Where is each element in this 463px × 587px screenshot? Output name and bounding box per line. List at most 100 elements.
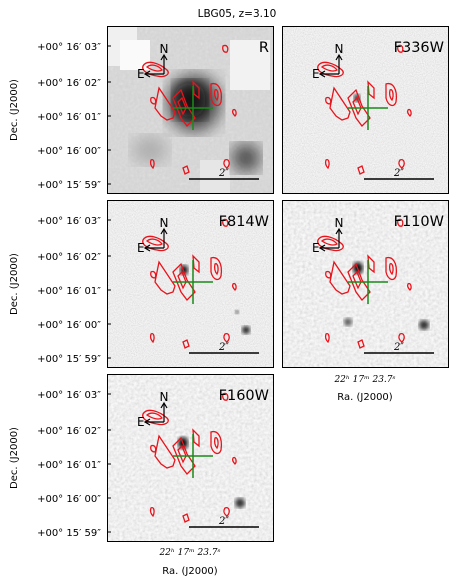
crosshair-f336w: [348, 86, 388, 130]
contour-line: [398, 332, 405, 343]
contour-line: [222, 218, 229, 227]
contour-line: [231, 456, 237, 465]
crosshair-r: [173, 86, 213, 130]
dec-tick-label: +00° 16′ 03″: [37, 42, 101, 53]
east-arrowhead: [143, 244, 151, 252]
band-label-f160w: F160W: [219, 388, 269, 404]
contour-line: [213, 263, 219, 276]
contour-line: [385, 256, 398, 281]
contours-f336w: [317, 44, 412, 175]
contour-line: [149, 332, 155, 344]
contour-line: [222, 44, 229, 53]
contour-line: [150, 444, 157, 453]
contour-line: [231, 108, 237, 117]
contour-line: [406, 282, 412, 291]
contour-line: [150, 270, 157, 279]
north-label: N: [335, 42, 344, 56]
north-label: N: [335, 216, 344, 230]
ra-axis-label-f110w: Ra. (J2000): [337, 392, 393, 403]
north-arrowhead: [160, 227, 168, 235]
panel-f336w-overlay: N E F336W 2″: [312, 40, 444, 180]
contour-line: [324, 332, 330, 344]
contour-line: [385, 82, 398, 107]
east-label: E: [137, 67, 145, 81]
east-label: E: [137, 415, 145, 429]
dec-tick-label: +00° 16′ 00″: [37, 146, 101, 157]
contours-f110w: [317, 218, 412, 349]
contour-line: [388, 263, 394, 276]
contour-line: [210, 430, 223, 455]
dec-tick-label: +00° 16′ 01″: [37, 286, 101, 297]
contour-line: [320, 64, 338, 72]
contour-line: [213, 437, 219, 450]
crosshair-f110w: [348, 260, 388, 304]
dec-tick-label: +00° 16′ 02″: [37, 252, 101, 263]
scale-bar-f336w: 2″: [364, 168, 434, 180]
crosshair-f160w: [173, 434, 213, 478]
scale-bar-label: 2″: [218, 168, 229, 179]
figure-title: LBG05, z=3.10: [198, 8, 277, 20]
contour-line: [172, 262, 196, 301]
panel-f110w-overlay: N E F110W 2″: [312, 214, 444, 354]
dec-tick-label: +00° 16′ 03″: [37, 216, 101, 227]
contour-line: [320, 238, 338, 246]
dec-axis-label: Dec. (J2000): [9, 253, 20, 315]
panel-f160w-overlay: N E F160W 2″: [137, 388, 269, 528]
compass-f814w: [143, 227, 168, 252]
contour-line: [149, 158, 155, 170]
band-label-f814w: F814W: [219, 214, 269, 230]
panel-f110w-frame: [282, 200, 449, 368]
contour-line: [406, 108, 412, 117]
contour-line: [325, 96, 332, 105]
dec-tick-label: +00° 15′ 59″: [37, 354, 101, 365]
scale-bar-f110w: 2″: [364, 342, 434, 354]
scale-bar-f160w: 2″: [189, 516, 259, 528]
north-arrowhead: [335, 227, 343, 235]
compass-r: [143, 53, 168, 78]
contour-line: [150, 96, 157, 105]
contour-line: [182, 339, 190, 349]
contour-line: [357, 165, 365, 175]
north-arrowhead: [335, 53, 343, 61]
dec-tick-label: +00° 15′ 59″: [37, 180, 101, 191]
contour-line: [145, 238, 163, 246]
panel-r-overlay: N E R 2″: [137, 40, 269, 180]
dec-tick-label: +00° 16′ 01″: [37, 112, 101, 123]
scale-bar-label: 2″: [393, 168, 404, 179]
east-arrowhead: [318, 244, 326, 252]
contour-line: [388, 89, 394, 102]
dec-tick-label: +00° 16′ 03″: [37, 390, 101, 401]
east-arrowhead: [143, 70, 151, 78]
dec-axis-row-3: +00° 16′ 03″ +00° 16′ 02″ +00° 16′ 01″ +00°…: [9, 390, 111, 539]
compass-f336w: [318, 53, 343, 78]
compass-f160w: [143, 401, 168, 426]
contour-line: [172, 436, 196, 475]
band-label-r: R: [259, 40, 269, 56]
contour-line: [145, 64, 163, 72]
dec-tick-label: +00° 16′ 00″: [37, 494, 101, 505]
dec-axis-row-1: +00° 16′ 03″ +00° 16′ 02″ +00° 16′ 01″ +00°…: [9, 42, 111, 191]
contour-line: [357, 339, 365, 349]
contour-line: [172, 88, 196, 127]
contour-line: [397, 218, 404, 227]
crosshair-f814w: [173, 260, 213, 304]
ra-tick-label-f160w: 22ʰ 17ᵐ 23.7ˢ: [158, 548, 220, 558]
contour-line: [223, 332, 230, 343]
scale-bar-label: 2″: [218, 516, 229, 527]
contour-line: [213, 89, 219, 102]
contour-line: [231, 282, 237, 291]
contour-line: [347, 88, 371, 127]
east-arrowhead: [143, 418, 151, 426]
band-label-f336w: F336W: [394, 40, 444, 56]
east-label: E: [312, 241, 320, 255]
contour-line: [222, 392, 229, 401]
contour-line: [145, 412, 163, 420]
dec-axis-row-2: +00° 16′ 03″ +00° 16′ 02″ +00° 16′ 01″ +00°…: [9, 216, 111, 365]
dec-axis-label: Dec. (J2000): [9, 79, 20, 141]
contour-line: [210, 256, 223, 281]
panel-f814w-overlay: N E F814W 2″: [137, 214, 269, 354]
dec-tick-label: +00° 16′ 02″: [37, 426, 101, 437]
dec-tick-label: +00° 16′ 01″: [37, 460, 101, 471]
contour-line: [182, 513, 190, 523]
north-label: N: [160, 390, 169, 404]
